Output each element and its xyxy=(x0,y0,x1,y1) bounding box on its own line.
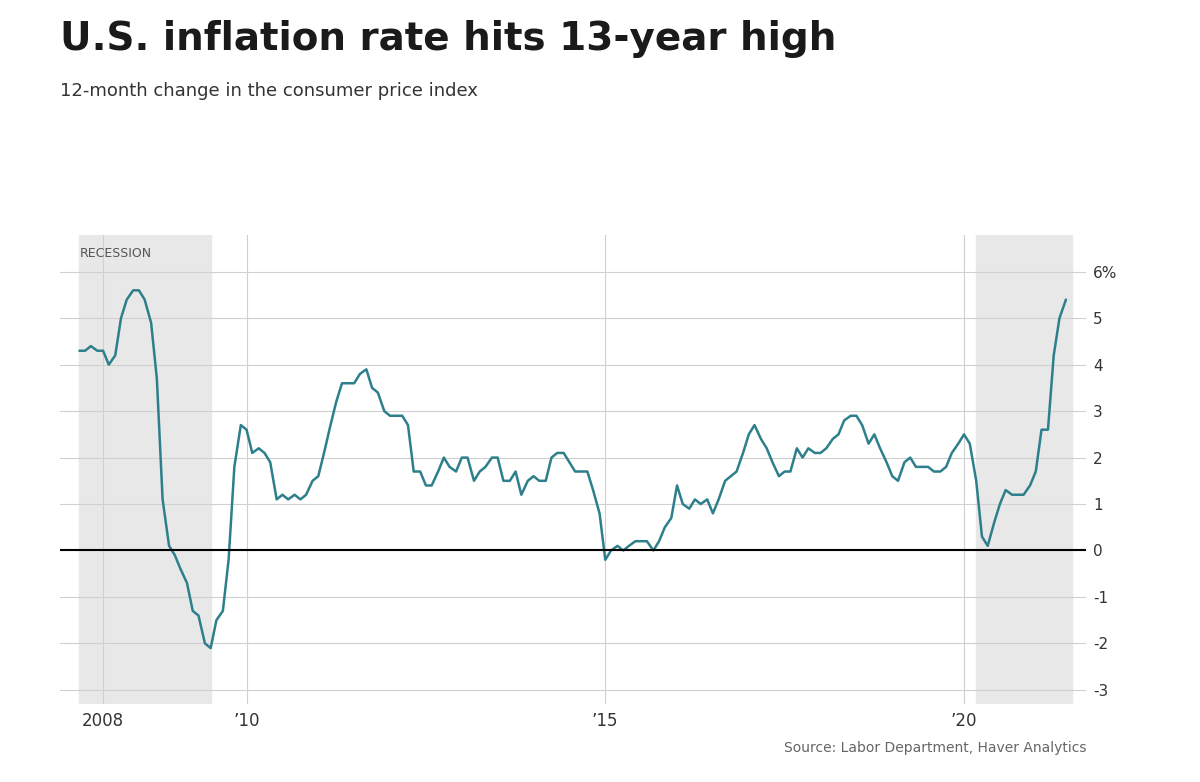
Text: 12-month change in the consumer price index: 12-month change in the consumer price in… xyxy=(60,82,478,100)
Bar xyxy=(977,235,1072,704)
Text: U.S. inflation rate hits 13-year high: U.S. inflation rate hits 13-year high xyxy=(60,20,836,58)
Text: RECESSION: RECESSION xyxy=(80,247,152,260)
Text: Source: Labor Department, Haver Analytics: Source: Labor Department, Haver Analytic… xyxy=(784,741,1086,755)
Bar xyxy=(79,235,211,704)
